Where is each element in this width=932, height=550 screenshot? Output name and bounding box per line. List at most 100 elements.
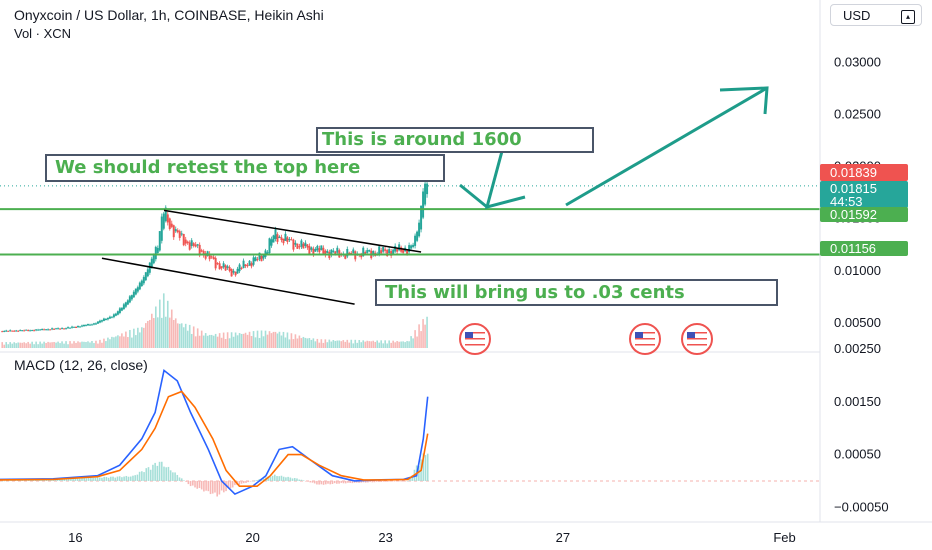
- candle-body: [45, 329, 48, 331]
- volume-bars: [1, 293, 428, 348]
- macd-histogram-bar: [344, 480, 347, 484]
- volume-bar: [37, 344, 39, 348]
- candle-body: [37, 329, 40, 331]
- candle-body: [98, 320, 101, 323]
- candle-body: [182, 233, 185, 246]
- candle-body: [162, 213, 165, 229]
- annotation-target[interactable]: This will bring us to .03 cents: [375, 279, 778, 306]
- flag-stripe: [687, 344, 707, 346]
- candle-body: [65, 328, 68, 330]
- volume-bar: [374, 341, 377, 348]
- badge-support: 0.01156: [820, 241, 908, 256]
- volume-bar: [156, 317, 159, 348]
- macd-histogram-bar: [400, 480, 402, 482]
- flag-stripe: [687, 332, 707, 334]
- candle-body: [71, 326, 74, 328]
- volume-bar: [115, 336, 117, 348]
- volume-bar: [23, 342, 25, 348]
- volume-bar: [352, 343, 355, 348]
- candle-body: [198, 244, 201, 256]
- candle-body: [192, 243, 195, 246]
- macd-histogram-bar: [114, 477, 117, 481]
- macd-histogram-bar: [169, 470, 172, 481]
- us-flag-icon[interactable]: [629, 323, 661, 355]
- candle-body: [296, 243, 299, 249]
- macd-histogram-bar: [336, 480, 338, 484]
- macd-histogram-bar: [285, 477, 287, 481]
- volume-bar: [19, 342, 21, 348]
- volume-bar: [15, 343, 17, 348]
- macd-histogram-bar: [293, 478, 296, 481]
- macd-histogram-bar: [347, 480, 349, 483]
- volume-bar: [384, 340, 386, 348]
- macd-histogram-bar: [364, 480, 367, 483]
- currency-label: USD: [843, 8, 871, 23]
- volume-bar: [93, 343, 95, 348]
- us-flag-icon[interactable]: [681, 323, 713, 355]
- candle-body: [49, 329, 52, 331]
- candle-body: [130, 295, 133, 300]
- us-flag-icon[interactable]: [459, 323, 491, 355]
- candle-body: [140, 280, 143, 287]
- volume-bar: [99, 339, 101, 348]
- macd-histogram-bar: [98, 477, 101, 481]
- volume-bar: [424, 324, 426, 348]
- annotation-top[interactable]: This is around 1600: [316, 127, 594, 153]
- macd-histogram-bar: [404, 480, 407, 482]
- candle-body: [150, 258, 153, 268]
- macd-histogram-bar: [316, 480, 318, 485]
- candle-body: [352, 249, 355, 253]
- volume-bar: [135, 335, 137, 348]
- candle-body: [158, 231, 161, 251]
- volume-bar: [234, 332, 237, 348]
- candle-body: [410, 245, 413, 249]
- candle-body: [81, 325, 83, 327]
- volume-bar: [188, 324, 191, 348]
- macd-label: MACD (12, 26, close): [14, 357, 148, 373]
- volume-bar: [334, 340, 337, 348]
- currency-button[interactable]: USD ▴: [830, 4, 922, 26]
- candle-body: [1, 331, 4, 333]
- candle-body: [320, 245, 323, 251]
- volume-bar: [123, 336, 125, 348]
- volume-bar: [236, 335, 239, 348]
- event-flags[interactable]: [459, 323, 713, 355]
- volume-bar: [402, 341, 404, 348]
- macd-histogram-bar: [198, 480, 201, 488]
- macd-histogram-bar: [78, 478, 81, 481]
- candle-body: [39, 329, 42, 331]
- volume-bar: [354, 339, 357, 348]
- macd-histogram-bar: [238, 480, 241, 485]
- candle-body: [218, 263, 221, 270]
- macd-histogram-bar: [340, 480, 343, 483]
- candle-body: [94, 323, 97, 325]
- macd-histogram-bar: [384, 480, 387, 482]
- volume-bar: [426, 316, 428, 348]
- candle-body: [108, 316, 111, 319]
- candle-body: [118, 308, 121, 313]
- candle-body: [172, 225, 175, 238]
- macd-histogram-bar: [393, 480, 396, 482]
- candle-body: [186, 241, 189, 244]
- candle-body: [214, 257, 217, 269]
- annotation-retest[interactable]: We should retest the top here: [45, 154, 445, 182]
- volume-bar: [400, 341, 402, 348]
- volume-bar: [310, 339, 313, 348]
- macd-histogram-bar: [167, 466, 170, 481]
- candle-body: [246, 265, 249, 267]
- volume-bar: [147, 320, 149, 348]
- candle-body: [238, 264, 241, 272]
- candle-body: [160, 216, 163, 241]
- macd-histogram-bar: [132, 475, 134, 481]
- macd-histogram-bar: [165, 467, 168, 481]
- macd-histogram-bar: [307, 480, 309, 482]
- macd-histogram-bar: [36, 479, 39, 481]
- candle-body: [47, 329, 50, 331]
- candle-body: [204, 253, 207, 259]
- volume-bar: [394, 342, 396, 348]
- macd-histogram-bar: [422, 453, 425, 481]
- volume-bar: [174, 318, 177, 348]
- macd-histogram-bar: [262, 478, 265, 481]
- volume-label: Vol · XCN: [14, 26, 72, 41]
